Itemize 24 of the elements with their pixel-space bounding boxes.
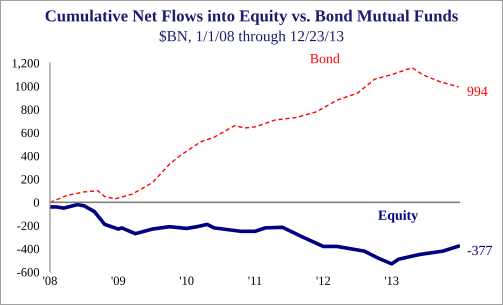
text: Equity bbox=[378, 210, 418, 223]
y-tick-label: -400 bbox=[17, 244, 40, 254]
y-tick-label: 1000 bbox=[16, 82, 40, 91]
line-series bbox=[50, 202, 460, 266]
text: Bond bbox=[310, 54, 340, 64]
y-tick-label: -200 bbox=[17, 222, 40, 230]
y-tick-label: 600 bbox=[21, 128, 40, 138]
y-tick-label: 200 bbox=[21, 175, 40, 184]
y-tick-label: 400 bbox=[21, 152, 40, 160]
y-tick-label: 800 bbox=[21, 105, 40, 114]
annotation: -377 bbox=[467, 246, 492, 256]
x-tick-label: '13 bbox=[384, 276, 399, 285]
line-series bbox=[50, 66, 460, 204]
annotation: 994 bbox=[467, 86, 488, 96]
chart-title: Cumulative Net Flows into Equity vs. Bond Mutual Funds bbox=[46, 10, 458, 25]
y-tick-label: -600 bbox=[17, 268, 40, 276]
y-tick-label: 0 bbox=[34, 198, 40, 207]
x-tick-label: '09 bbox=[111, 276, 126, 285]
chart-subtitle: $BN, 1/1/08 through 12/23/13 bbox=[160, 30, 344, 44]
y-tick-label: 1,200 bbox=[12, 59, 40, 70]
x-tick-label: '11 bbox=[248, 276, 262, 285]
x-tick-label: '08 bbox=[43, 276, 57, 285]
x-tick-label: '12 bbox=[316, 276, 330, 285]
x-tick-label: '10 bbox=[180, 276, 194, 285]
